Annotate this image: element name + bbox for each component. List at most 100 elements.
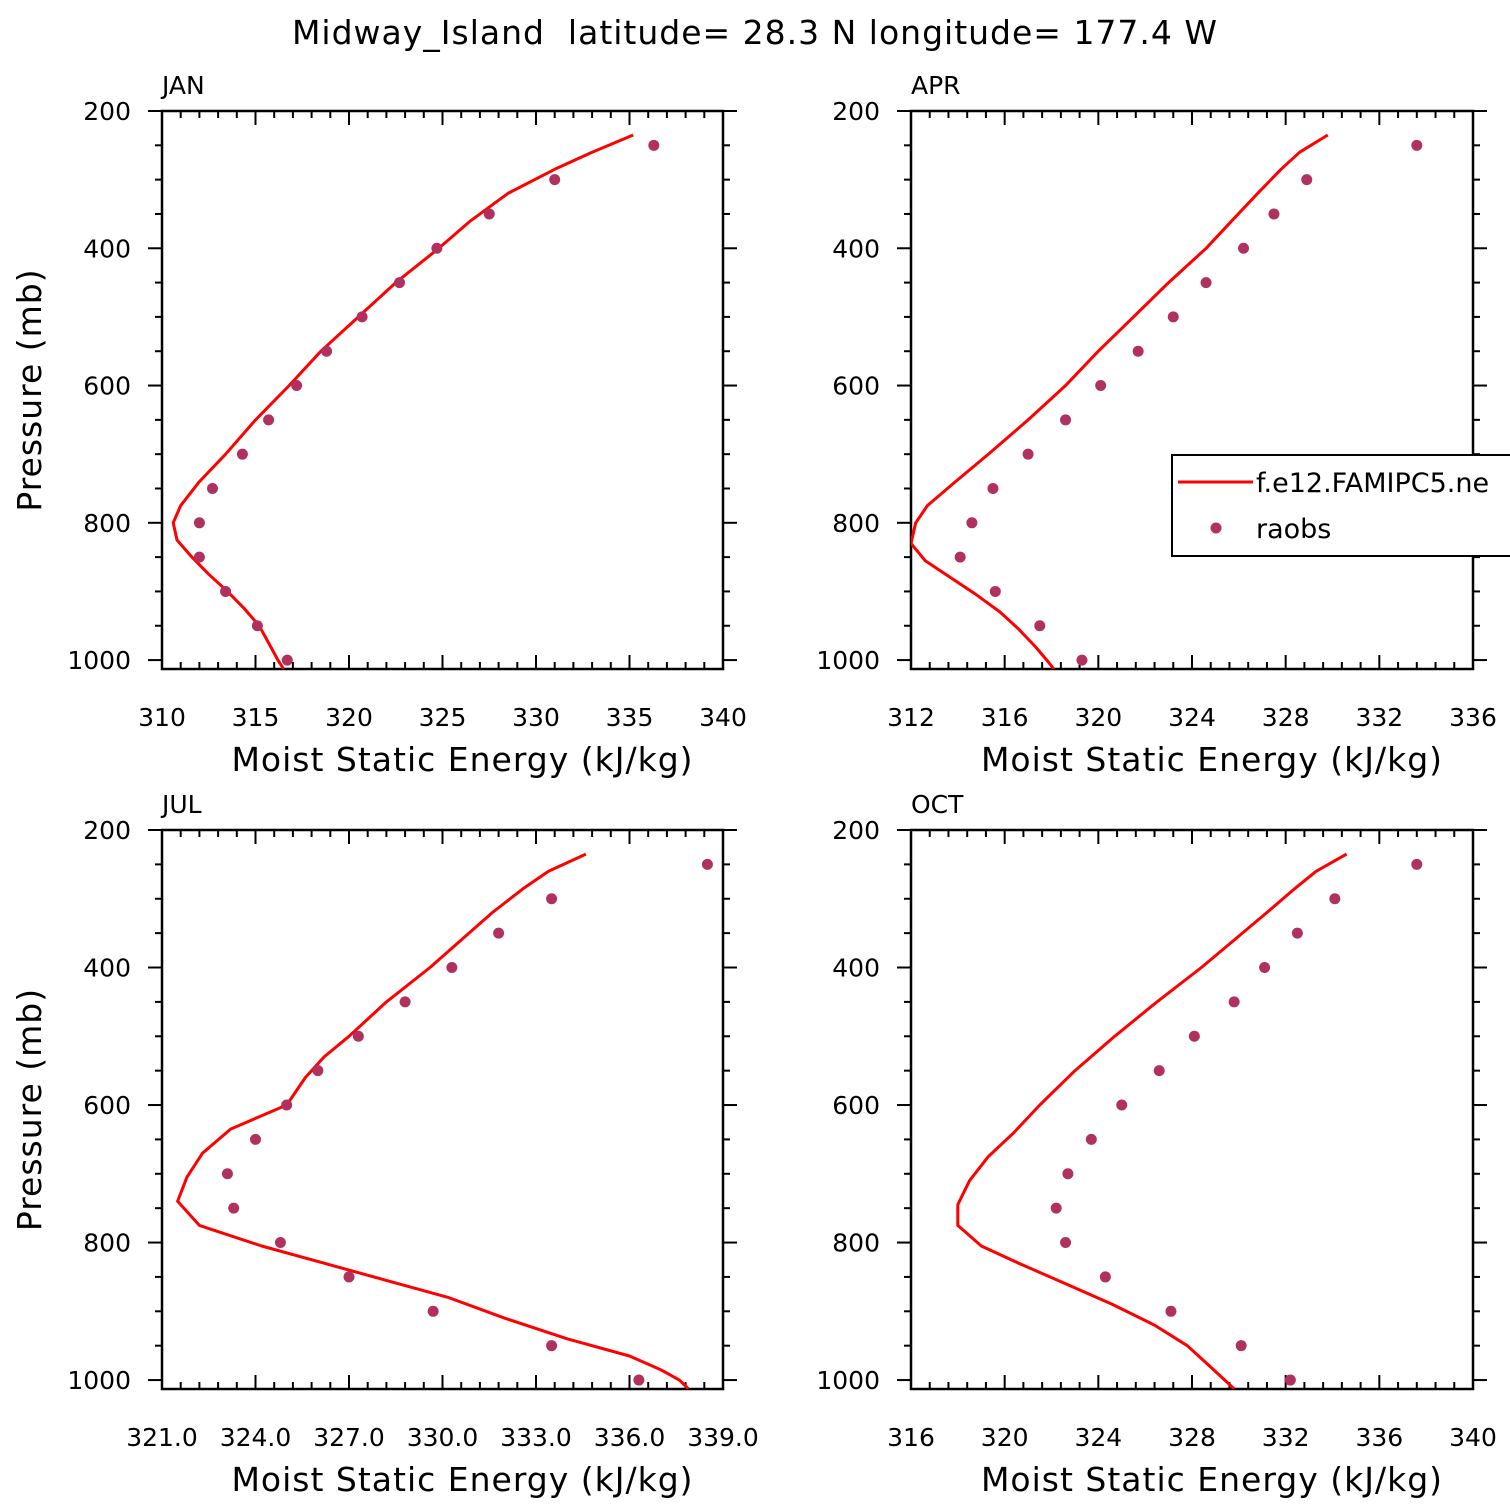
raobs-point (1060, 1237, 1072, 1249)
x-tick-label: 316 (887, 1423, 935, 1452)
x-tick-label: 320 (981, 1423, 1029, 1452)
raobs-point (1153, 1065, 1165, 1077)
model-series-line (956, 852, 1348, 1389)
x-tick-label: 325 (419, 703, 467, 732)
y-tick-label: 800 (832, 1229, 880, 1258)
raobs-point (206, 482, 218, 494)
x-tick-label: 330.0 (407, 1423, 479, 1452)
model-series-line (176, 852, 690, 1389)
x-tick-label: 330 (512, 703, 560, 732)
raobs-point (236, 448, 248, 460)
y-tick-label: 200 (832, 97, 880, 126)
y-tick-label: 200 (83, 816, 131, 845)
raobs-point (321, 345, 333, 357)
y-tick-label: 400 (83, 954, 131, 983)
y-tick-label: 1000 (816, 646, 880, 675)
raobs-point (281, 1099, 293, 1111)
raobs-point (493, 927, 505, 939)
panel-oct: OCT 316 320 324 328 332 336 340 200 400 600 800 1000… (816, 790, 1496, 1499)
x-tick-label: 328 (1262, 703, 1310, 732)
raobs-point (263, 414, 275, 426)
panel-label: OCT (911, 790, 964, 819)
raobs-point (281, 654, 293, 666)
x-tick-label: 328 (1168, 1423, 1216, 1452)
raobs-point (989, 585, 1001, 597)
raobs-point (431, 242, 443, 254)
raobs-point (1116, 1099, 1128, 1111)
y-axis-label: Pressure (mb) (10, 268, 49, 511)
raobs-point (546, 893, 558, 905)
raobs-point (1235, 1340, 1247, 1352)
raobs-point (343, 1271, 355, 1283)
model-series-line (911, 133, 1329, 669)
raobs-point (427, 1305, 439, 1317)
panel-label: JAN (160, 71, 205, 100)
raobs-point (546, 1340, 558, 1352)
raobs-point (1259, 962, 1271, 974)
raobs-point (393, 277, 405, 289)
x-tick-label: 336 (1449, 703, 1497, 732)
y-axis-label: Pressure (mb) (10, 988, 49, 1231)
raobs-point (221, 1168, 233, 1180)
raobs-point (1165, 1305, 1177, 1317)
x-tick-label: 316 (981, 703, 1029, 732)
x-tick-label: 324 (1168, 703, 1216, 732)
legend: f.e12.FAMIPC5.ne raobs (1171, 454, 1510, 557)
y-tick-label: 200 (83, 97, 131, 126)
x-axis-label: Moist Static Energy (kJ/kg) (981, 740, 1443, 779)
raobs-point (193, 551, 205, 563)
raobs-point (228, 1202, 240, 1214)
x-tick-label: 340 (699, 703, 747, 732)
y-tick-label: 200 (832, 816, 880, 845)
x-tick-label: 327.0 (313, 1423, 385, 1452)
y-tick-label: 800 (83, 509, 131, 538)
legend-obs-label: raobs (1256, 514, 1331, 545)
raobs-point (1284, 1374, 1296, 1386)
chart-title: Midway_Island latitude= 28.3 N longitude… (292, 13, 1218, 52)
raobs-point (1228, 996, 1240, 1008)
plot-frame (909, 109, 1475, 671)
raobs-point (1132, 345, 1144, 357)
raobs-point (1099, 1271, 1111, 1283)
y-tick-label: 400 (83, 234, 131, 263)
x-tick-label: 320 (1074, 703, 1122, 732)
panel-jul: JUL 321.0 324.0 327.0 330.0 333.0 336.0 339.0 20… (10, 790, 759, 1499)
raobs-point (250, 1133, 261, 1145)
x-tick-label: 332 (1355, 703, 1403, 732)
x-tick-label: 321.0 (126, 1423, 198, 1452)
legend-box (1171, 454, 1510, 557)
y-tick-label: 800 (832, 509, 880, 538)
x-tick-label: 336 (1355, 1423, 1403, 1452)
x-tick-label: 340 (1449, 1423, 1497, 1452)
raobs-point (1076, 654, 1088, 666)
y-tick-label: 1000 (67, 646, 131, 675)
panel-apr: APR 312 316 320 324 328 332 336 200 400 600 800 1000… (816, 71, 1496, 779)
y-tick-label: 800 (83, 1229, 131, 1258)
raobs-point (1022, 448, 1034, 460)
raobs-point (446, 962, 458, 974)
raobs-point (1200, 277, 1212, 289)
raobs-point (1050, 1202, 1062, 1214)
x-axis-label: Moist Static Energy (kJ/kg) (231, 740, 693, 779)
raobs-point (987, 482, 999, 494)
plot-frame (160, 828, 725, 1391)
raobs-point (1291, 927, 1303, 939)
raobs-point (1301, 174, 1313, 186)
raobs-point (954, 551, 966, 563)
x-tick-label: 333.0 (500, 1423, 572, 1452)
x-tick-label: 339.0 (687, 1423, 759, 1452)
legend-model-label: f.e12.FAMIPC5.ne (1256, 468, 1489, 499)
raobs-point (1095, 380, 1107, 392)
raobs-point (1268, 208, 1280, 220)
plot-frame (909, 828, 1475, 1391)
x-tick-label: 324.0 (220, 1423, 292, 1452)
raobs-point (1034, 620, 1046, 632)
y-tick-label: 600 (832, 1091, 880, 1120)
raobs-point (220, 585, 232, 597)
panel-label: JUL (160, 790, 202, 819)
panel-jan: JAN 310 315 320 325 330 335 340 200 400 600 800 1000… (10, 71, 747, 779)
x-axis-label: Moist Static Energy (kJ/kg) (981, 1460, 1443, 1499)
raobs-point (1062, 1168, 1074, 1180)
x-tick-label: 335 (606, 703, 654, 732)
